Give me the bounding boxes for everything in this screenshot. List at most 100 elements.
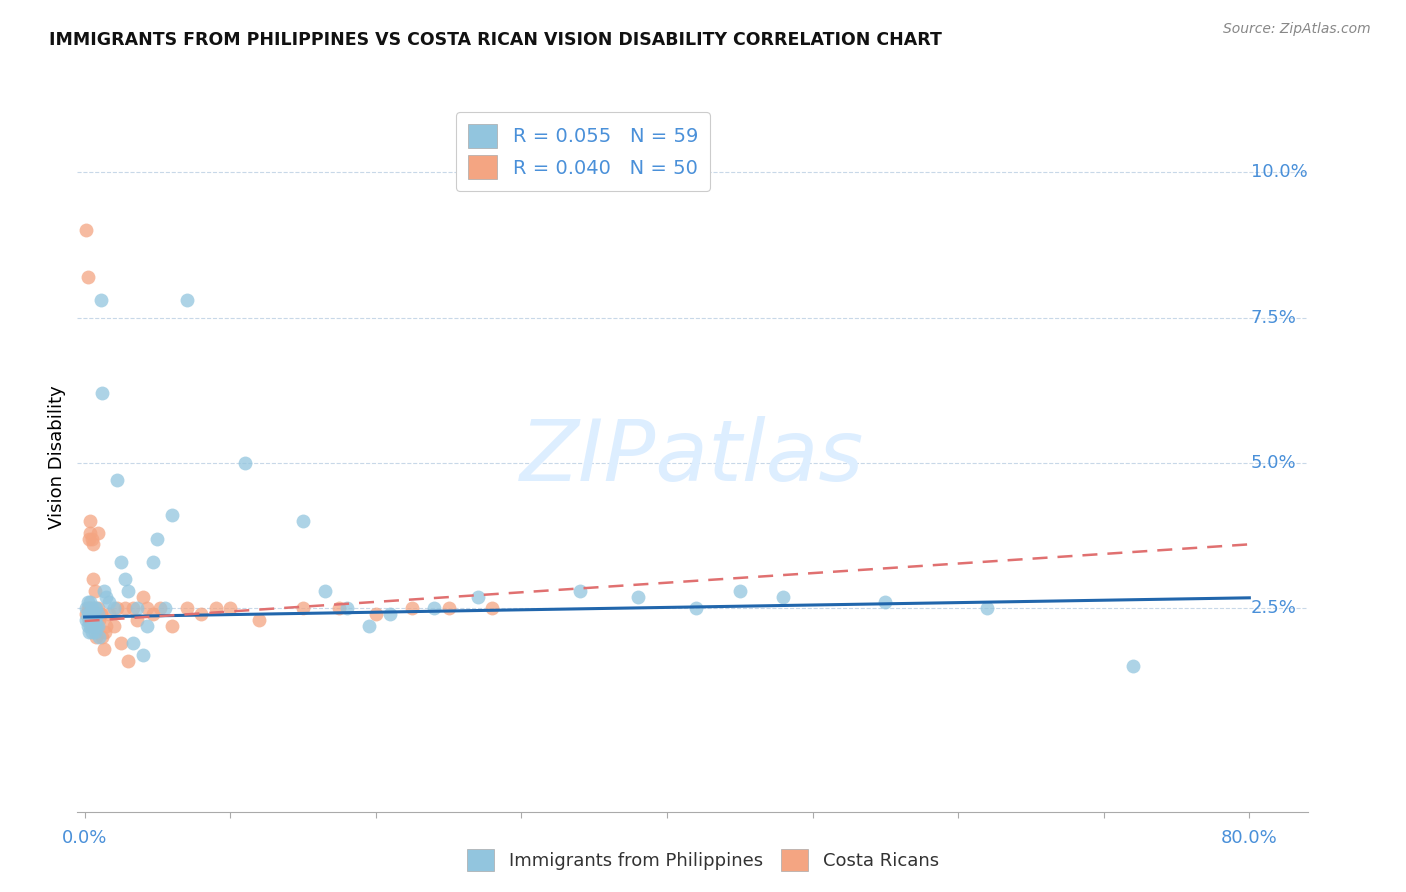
- Point: [84, 613, 107, 627]
- Point: [103, 601, 125, 615]
- Point: [83, 624, 105, 639]
- Point: [80, 532, 103, 546]
- Point: [110, 636, 132, 650]
- Point: [153, 601, 176, 615]
- Point: [142, 555, 165, 569]
- Point: [149, 601, 172, 615]
- Point: [142, 607, 165, 621]
- Point: [79, 618, 101, 632]
- Point: [117, 583, 139, 598]
- Point: [80, 618, 103, 632]
- Point: [160, 508, 183, 523]
- Point: [84, 618, 107, 632]
- Point: [98, 607, 121, 621]
- Point: [76, 618, 98, 632]
- Point: [132, 648, 155, 662]
- Point: [481, 601, 503, 615]
- Point: [75, 613, 97, 627]
- Legend: Immigrants from Philippines, Costa Ricans: Immigrants from Philippines, Costa Rican…: [460, 842, 946, 879]
- Point: [86, 618, 108, 632]
- Text: 5.0%: 5.0%: [1251, 454, 1296, 472]
- Point: [76, 269, 98, 284]
- Point: [364, 607, 387, 621]
- Point: [90, 607, 112, 621]
- Point: [132, 590, 155, 604]
- Point: [76, 607, 98, 621]
- Point: [976, 601, 998, 615]
- Point: [83, 601, 105, 615]
- Point: [117, 654, 139, 668]
- Text: 7.5%: 7.5%: [1251, 309, 1296, 326]
- Point: [83, 613, 105, 627]
- Point: [125, 613, 148, 627]
- Point: [75, 607, 97, 621]
- Point: [190, 607, 212, 621]
- Point: [336, 601, 359, 615]
- Point: [91, 631, 114, 645]
- Point: [314, 583, 336, 598]
- Point: [89, 613, 111, 627]
- Point: [82, 537, 104, 551]
- Point: [93, 642, 115, 657]
- Point: [86, 601, 108, 615]
- Point: [103, 618, 125, 632]
- Point: [84, 631, 107, 645]
- Point: [114, 572, 136, 586]
- Point: [685, 601, 707, 615]
- Point: [176, 601, 198, 615]
- Text: 10.0%: 10.0%: [1251, 163, 1308, 181]
- Point: [86, 607, 108, 621]
- Text: 0.0%: 0.0%: [62, 830, 107, 847]
- Point: [79, 601, 101, 615]
- Point: [105, 474, 128, 488]
- Point: [96, 618, 118, 632]
- Point: [91, 386, 114, 401]
- Point: [401, 601, 423, 615]
- Point: [86, 525, 108, 540]
- Point: [1122, 659, 1144, 673]
- Point: [146, 532, 169, 546]
- Point: [357, 618, 380, 632]
- Point: [114, 601, 136, 615]
- Point: [437, 601, 460, 615]
- Point: [568, 583, 591, 598]
- Point: [219, 601, 242, 615]
- Point: [83, 613, 105, 627]
- Point: [77, 624, 100, 639]
- Point: [77, 613, 100, 627]
- Point: [875, 595, 897, 609]
- Point: [380, 607, 402, 621]
- Point: [110, 555, 132, 569]
- Point: [292, 514, 315, 528]
- Point: [136, 618, 159, 632]
- Point: [423, 601, 446, 615]
- Point: [83, 583, 105, 598]
- Point: [121, 601, 143, 615]
- Point: [84, 601, 107, 615]
- Point: [76, 595, 98, 609]
- Point: [79, 595, 101, 609]
- Point: [90, 293, 112, 308]
- Point: [82, 572, 104, 586]
- Point: [105, 601, 128, 615]
- Point: [467, 590, 489, 604]
- Text: Source: ZipAtlas.com: Source: ZipAtlas.com: [1223, 22, 1371, 37]
- Point: [79, 525, 101, 540]
- Point: [89, 631, 111, 645]
- Point: [93, 583, 115, 598]
- Text: 2.5%: 2.5%: [1251, 599, 1296, 617]
- Point: [125, 601, 148, 615]
- Point: [160, 618, 183, 632]
- Point: [75, 223, 97, 237]
- Point: [136, 601, 159, 615]
- Text: ZIPatlas: ZIPatlas: [520, 416, 865, 499]
- Point: [627, 590, 650, 604]
- Point: [728, 583, 751, 598]
- Y-axis label: Vision Disability: Vision Disability: [48, 385, 66, 529]
- Point: [94, 624, 117, 639]
- Point: [79, 607, 101, 621]
- Text: 80.0%: 80.0%: [1220, 830, 1278, 847]
- Legend: R = 0.055   N = 59, R = 0.040   N = 50: R = 0.055 N = 59, R = 0.040 N = 50: [456, 112, 710, 191]
- Point: [80, 601, 103, 615]
- Point: [247, 613, 270, 627]
